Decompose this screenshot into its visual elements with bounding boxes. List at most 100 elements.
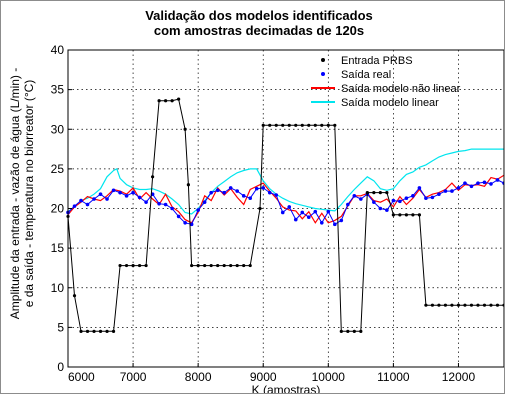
data-point xyxy=(79,329,83,333)
data-point xyxy=(437,303,441,307)
data-point xyxy=(144,200,148,204)
data-point xyxy=(98,192,103,197)
data-point xyxy=(92,329,96,333)
data-point xyxy=(85,329,90,333)
data-point xyxy=(202,200,207,204)
data-point xyxy=(404,196,409,200)
data-point xyxy=(131,190,135,195)
data-point xyxy=(495,178,500,182)
data-point xyxy=(307,123,311,127)
data-point xyxy=(163,202,168,207)
data-point xyxy=(346,202,350,207)
data-point xyxy=(150,175,155,179)
data-point xyxy=(118,190,122,195)
data-point xyxy=(281,123,285,127)
data-point xyxy=(372,200,376,204)
data-point xyxy=(300,123,304,127)
data-point xyxy=(261,123,265,127)
data-point xyxy=(72,294,77,298)
data-point xyxy=(469,184,474,189)
data-point xyxy=(476,303,480,307)
data-point xyxy=(164,99,168,103)
y-tick-label: 30 xyxy=(51,122,65,136)
y-axis-label-line-2: e da saída - temperatura no biorreator (… xyxy=(22,80,36,308)
data-point xyxy=(258,206,262,211)
data-point xyxy=(242,263,246,268)
data-point xyxy=(398,199,402,204)
data-point xyxy=(144,263,148,268)
data-point xyxy=(215,188,220,193)
data-point xyxy=(489,303,493,307)
legend-label: Saída modelo não linear xyxy=(341,83,461,95)
y-axis-label-line-1: Amplitude da entrada - vazão de água (L/… xyxy=(8,68,22,319)
data-point xyxy=(463,303,467,307)
data-point xyxy=(170,99,174,103)
data-point xyxy=(157,201,161,206)
data-point xyxy=(85,202,90,207)
data-point xyxy=(385,208,389,212)
data-point xyxy=(385,191,389,195)
data-point xyxy=(274,193,279,197)
data-point xyxy=(287,205,292,209)
data-point xyxy=(443,303,448,307)
data-point xyxy=(378,206,383,211)
data-point xyxy=(209,263,213,268)
data-point xyxy=(320,123,324,127)
data-point xyxy=(333,123,337,127)
data-point xyxy=(469,303,474,307)
series-sa-da-real xyxy=(66,178,504,227)
data-point xyxy=(280,210,285,215)
data-point xyxy=(216,263,220,268)
data-point xyxy=(183,127,187,131)
y-tick-label: 35 xyxy=(51,83,65,97)
data-point xyxy=(417,186,422,190)
data-point xyxy=(411,194,415,198)
data-point xyxy=(489,182,493,186)
data-point xyxy=(92,197,96,201)
legend-item: Entrada PRBS xyxy=(321,55,413,67)
data-point xyxy=(105,329,109,333)
data-point xyxy=(131,263,135,268)
data-point xyxy=(313,123,317,127)
data-point xyxy=(177,97,181,101)
chart-title-line-2: com amostras decimadas de 120s xyxy=(154,23,364,38)
x-tick-label: 12000 xyxy=(442,370,476,384)
data-point xyxy=(248,196,253,200)
data-point xyxy=(430,195,435,200)
x-tick-label: 10000 xyxy=(312,370,346,384)
data-point xyxy=(235,263,239,268)
legend-item: Saída real xyxy=(321,69,391,81)
legend-item: Saída modelo não linear xyxy=(311,83,461,95)
data-point xyxy=(398,213,402,217)
y-tick-label: 10 xyxy=(51,281,65,295)
data-point xyxy=(203,263,207,268)
data-point xyxy=(326,209,331,214)
data-point xyxy=(229,263,233,268)
grid xyxy=(68,50,504,367)
data-point xyxy=(495,303,500,307)
series-entrada-prbs xyxy=(66,97,504,333)
data-point xyxy=(274,123,278,127)
data-point xyxy=(170,206,174,211)
tick-labels: 6000 7000 8000 9000 10000 11000 12000 0 5 10 15 20 2… xyxy=(51,43,476,384)
data-point xyxy=(404,213,408,217)
data-point xyxy=(248,263,252,268)
data-point xyxy=(424,196,428,200)
data-point xyxy=(450,303,454,307)
data-point xyxy=(287,123,291,127)
data-point xyxy=(137,263,142,268)
data-point xyxy=(118,263,122,268)
data-point xyxy=(450,189,454,193)
data-point xyxy=(105,197,109,201)
data-point xyxy=(352,194,357,198)
data-point xyxy=(268,123,272,127)
data-point xyxy=(463,181,467,185)
series-line xyxy=(67,148,504,215)
data-point xyxy=(209,190,213,195)
data-point xyxy=(372,191,376,195)
data-point xyxy=(456,186,461,190)
data-point xyxy=(261,186,266,190)
legend-label: Saída real xyxy=(341,69,391,81)
y-tick-label: 20 xyxy=(51,202,65,216)
